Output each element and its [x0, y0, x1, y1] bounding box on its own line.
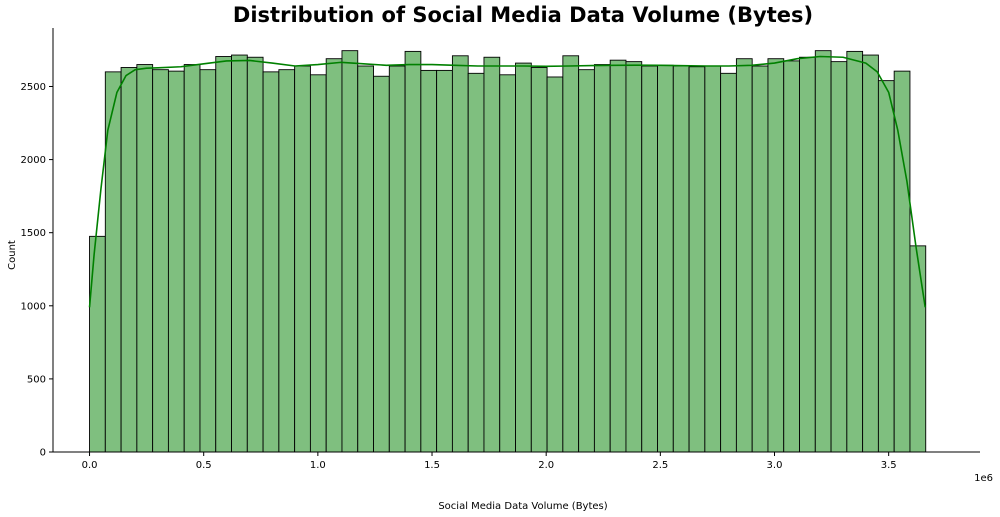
histogram-bar	[688, 66, 706, 453]
histogram-bar	[89, 235, 106, 453]
y-axis-label: Count	[7, 240, 18, 270]
x-tick-label: 3.5	[881, 460, 897, 471]
histogram-bar	[294, 65, 311, 453]
histogram-bar	[120, 67, 138, 453]
histogram-bar	[593, 64, 611, 453]
x-tick-label: 0.5	[196, 460, 212, 471]
histogram-bar	[862, 54, 879, 453]
histogram-bar	[420, 69, 438, 453]
histogram-bar	[199, 69, 217, 453]
y-tick-label: 2500	[21, 82, 46, 93]
histogram-bar	[136, 64, 154, 453]
kde-layer	[88, 55, 926, 308]
histogram-bar	[672, 65, 690, 453]
y-tick-label: 2000	[21, 155, 46, 166]
histogram-bar	[751, 65, 769, 453]
histogram-bar	[625, 61, 643, 453]
x-tick-label: 1.5	[424, 460, 440, 471]
x-offset-label: 1e6	[974, 473, 993, 484]
histogram-bar	[436, 69, 453, 453]
histogram-bar	[530, 67, 548, 453]
bars-layer	[89, 50, 927, 453]
x-tick-label: 3.0	[767, 460, 783, 471]
histogram-bar	[704, 65, 722, 453]
histogram-bar	[657, 64, 674, 453]
histogram-bar	[246, 56, 264, 453]
kde-curve	[88, 55, 926, 308]
histogram-bar	[641, 65, 658, 453]
histogram-bar	[309, 74, 327, 453]
y-tick-label: 500	[27, 374, 46, 385]
axes-layer: 0.0 0.5 1.0 1.5 2.0 2.5 3.0 3.5 0 500 1000 1500 2000…	[21, 28, 980, 471]
histogram-bar	[846, 50, 864, 453]
histogram-bar	[183, 64, 201, 453]
histogram-bar	[767, 58, 785, 453]
histogram-bar	[388, 65, 406, 453]
histogram-bar	[231, 54, 248, 453]
histogram-bar	[578, 69, 595, 453]
y-tick-label: 0	[40, 448, 46, 459]
x-tick-label: 0.0	[82, 460, 98, 471]
histogram-bar	[483, 56, 501, 453]
chart-title: Distribution of Social Media Data Volume…	[233, 3, 813, 27]
y-tick-label: 1000	[21, 301, 46, 312]
histogram-bar	[152, 69, 169, 453]
histogram-bar	[451, 55, 469, 453]
histogram-bar	[515, 62, 532, 453]
histogram-bar	[404, 50, 422, 453]
histogram-bar	[341, 50, 359, 453]
histogram-bar	[278, 69, 296, 453]
x-tick-label: 1.0	[310, 460, 326, 471]
histogram-bar	[909, 245, 927, 453]
x-tick-label: 2.5	[652, 460, 668, 471]
y-tick-label: 1500	[21, 228, 46, 239]
histogram-bar	[830, 61, 848, 453]
x-tick-label: 2.0	[538, 460, 554, 471]
histogram-bar	[783, 60, 800, 453]
histogram-bar	[262, 71, 280, 453]
histogram-bar	[325, 58, 343, 453]
histogram-bar	[546, 76, 564, 453]
histogram-bar	[467, 72, 485, 453]
histogram-bar	[609, 59, 627, 453]
histogram-bar	[799, 56, 816, 453]
histogram-bar	[357, 65, 374, 453]
histogram-bar	[562, 55, 580, 453]
histogram-bar	[499, 74, 516, 453]
histogram-bar	[877, 80, 895, 453]
histogram-bar	[720, 72, 737, 453]
histogram-bar	[167, 70, 185, 453]
x-axis-label: Social Media Data Volume (Bytes)	[438, 501, 607, 512]
histogram-bar	[373, 75, 390, 453]
histogram-bar	[814, 50, 832, 453]
histogram-bar	[735, 58, 753, 453]
histogram-bar	[215, 56, 232, 453]
